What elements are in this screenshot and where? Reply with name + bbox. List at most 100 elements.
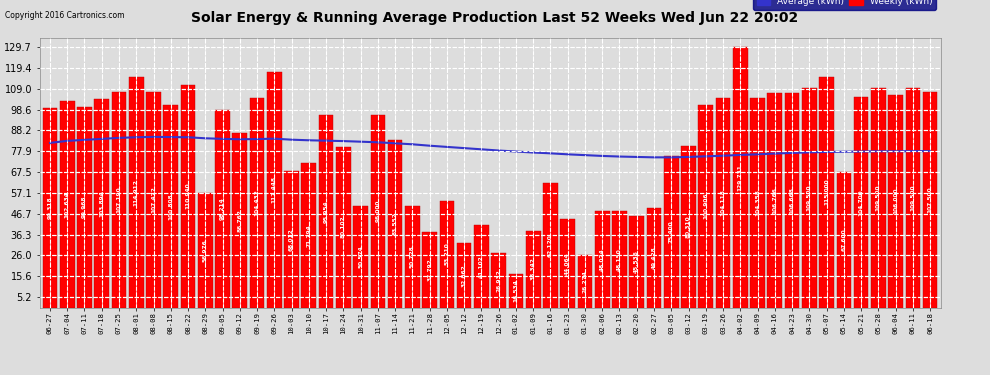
Text: 117.448: 117.448 [272, 176, 277, 203]
Text: 38.342: 38.342 [531, 258, 536, 280]
Text: 103.894: 103.894 [99, 190, 104, 217]
Text: Copyright 2016 Cartronics.com: Copyright 2016 Cartronics.com [5, 11, 125, 20]
Bar [837, 172, 851, 308]
Bar [284, 171, 299, 308]
Text: 104.358: 104.358 [755, 189, 760, 216]
Bar [750, 98, 765, 308]
Text: 109.500: 109.500 [807, 184, 812, 211]
Bar [147, 92, 160, 308]
Bar [888, 95, 903, 308]
Text: 106.766: 106.766 [772, 187, 777, 214]
Bar [853, 98, 868, 308]
Bar [577, 255, 592, 308]
Bar [785, 93, 799, 308]
Bar [491, 254, 506, 308]
Bar [474, 225, 489, 308]
Text: 53.210: 53.210 [445, 243, 449, 266]
Text: 98.214: 98.214 [220, 198, 225, 220]
Text: 41.102: 41.102 [479, 255, 484, 278]
Bar [233, 134, 248, 308]
Text: 86.762: 86.762 [238, 209, 243, 232]
Bar [198, 193, 213, 308]
Text: 115.000: 115.000 [824, 179, 829, 206]
Text: 71.794: 71.794 [306, 224, 311, 247]
Text: 100.906: 100.906 [703, 193, 708, 219]
Text: 16.534: 16.534 [514, 279, 519, 302]
Bar [112, 92, 127, 308]
Text: 100.808: 100.808 [168, 193, 173, 220]
Bar [181, 85, 195, 308]
Bar [923, 92, 938, 308]
Bar [664, 156, 678, 308]
Text: 102.634: 102.634 [64, 191, 69, 218]
Bar [560, 219, 575, 308]
Bar [716, 99, 731, 308]
Text: 44.064: 44.064 [565, 252, 570, 274]
Text: 50.728: 50.728 [410, 245, 415, 268]
Bar [77, 107, 92, 307]
Text: 129.731: 129.731 [738, 164, 742, 191]
Text: 99.318: 99.318 [48, 196, 52, 219]
Bar [595, 211, 610, 308]
Text: 37.792: 37.792 [427, 258, 433, 281]
Legend: Average (kWh), Weekly (kWh): Average (kWh), Weekly (kWh) [753, 0, 936, 10]
Bar [353, 206, 368, 308]
Text: 110.940: 110.940 [185, 183, 190, 210]
Bar [767, 93, 782, 308]
Bar [423, 232, 437, 308]
Text: 48.024: 48.024 [600, 248, 605, 271]
Text: 83.552: 83.552 [393, 212, 398, 235]
Bar [405, 206, 420, 308]
Bar [59, 102, 74, 308]
Text: 67.600: 67.600 [842, 228, 846, 251]
Text: 48.150: 48.150 [617, 248, 622, 270]
Text: 104.700: 104.700 [858, 189, 863, 216]
Bar [336, 147, 350, 308]
Bar [456, 243, 471, 308]
Text: 80.310: 80.310 [686, 216, 691, 238]
Text: 107.472: 107.472 [151, 186, 156, 213]
Text: 107.500: 107.500 [928, 186, 933, 213]
Text: 32.062: 32.062 [461, 264, 466, 287]
Bar [871, 88, 886, 308]
Bar [681, 146, 696, 308]
Text: 50.574: 50.574 [358, 245, 363, 268]
Text: 56.976: 56.976 [203, 239, 208, 262]
Bar [370, 115, 385, 308]
Text: 109.500: 109.500 [876, 184, 881, 211]
Text: 26.932: 26.932 [496, 269, 501, 292]
Bar [612, 211, 627, 308]
Text: 109.500: 109.500 [911, 184, 916, 211]
Bar [906, 88, 921, 308]
Bar [302, 164, 316, 308]
Bar [646, 208, 661, 308]
Bar [319, 115, 334, 308]
Text: Solar Energy & Running Average Production Last 52 Weeks Wed Jun 22 20:02: Solar Energy & Running Average Productio… [191, 11, 799, 25]
Text: 96.000: 96.000 [375, 200, 380, 222]
Text: 95.954: 95.954 [324, 200, 329, 222]
Bar [215, 110, 230, 308]
Bar [440, 201, 454, 308]
Bar [249, 98, 264, 308]
Bar [526, 231, 541, 308]
Bar [820, 76, 834, 308]
Text: 49.428: 49.428 [651, 246, 656, 269]
Bar [630, 216, 644, 308]
Bar [388, 140, 403, 308]
Bar [699, 105, 713, 308]
Text: 104.432: 104.432 [254, 189, 259, 216]
Text: 106.668: 106.668 [790, 187, 795, 214]
Text: 26.274: 26.274 [582, 270, 587, 292]
Text: 106.000: 106.000 [893, 188, 898, 214]
Text: 99.968: 99.968 [82, 196, 87, 218]
Text: 114.912: 114.912 [134, 179, 139, 206]
Bar [129, 77, 144, 308]
Text: 80.102: 80.102 [341, 216, 346, 238]
Text: 75.400: 75.400 [669, 220, 674, 243]
Bar [43, 108, 57, 308]
Text: 68.012: 68.012 [289, 228, 294, 251]
Text: 62.120: 62.120 [547, 234, 553, 256]
Bar [544, 183, 557, 308]
Bar [733, 47, 747, 308]
Text: 104.118: 104.118 [721, 189, 726, 216]
